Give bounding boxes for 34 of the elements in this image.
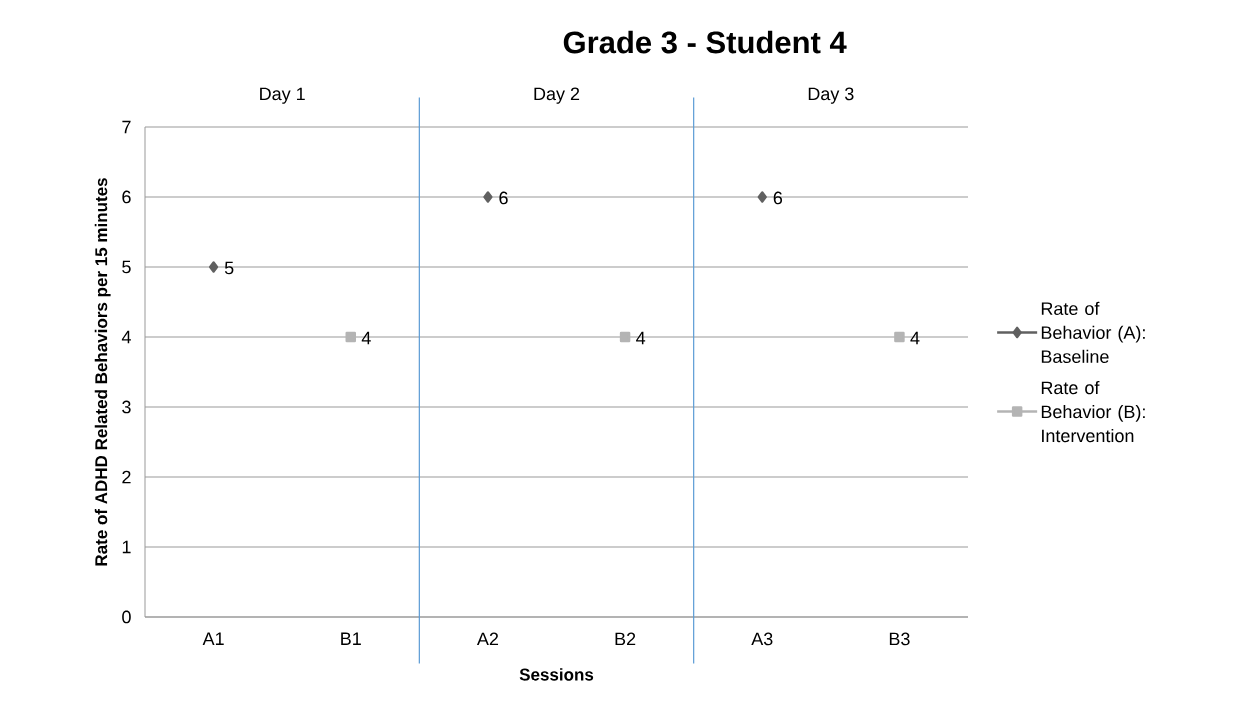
data-label: 4 — [636, 331, 646, 345]
point — [757, 191, 767, 203]
data-label: 5 — [224, 261, 234, 275]
x-tick-label: B2 — [615, 632, 636, 646]
x-tick-label: B3 — [889, 632, 910, 646]
x-tick-label: A2 — [476, 632, 499, 646]
y-tick-label: 0 — [122, 610, 131, 624]
y-tick-label: 1 — [122, 540, 131, 554]
point — [345, 331, 356, 343]
text: Day 2 — [534, 87, 580, 104]
text: Day 1 — [260, 87, 305, 104]
y-tick-label: 7 — [122, 120, 131, 134]
data-label: 4 — [910, 331, 920, 345]
legend-label: Rate of Behavior (A): Baseline — [1041, 301, 1145, 363]
y-tick-label: 6 — [122, 190, 131, 204]
chart-title: Grade 3 - Student 4 — [563, 30, 847, 54]
x-tick-label: B1 — [341, 632, 361, 645]
legend-label: Rate of Behavior (B): Intervention — [1041, 380, 1145, 443]
y-tick-label: 5 — [122, 260, 131, 274]
x-tick-label: A1 — [202, 632, 224, 645]
y-tick-label: 2 — [122, 470, 131, 484]
point — [619, 331, 631, 343]
point — [483, 191, 493, 203]
text: Day 3 — [808, 87, 854, 104]
x-axis-title: Sessions — [519, 668, 594, 681]
y-axis-title: Rate of ADHD Related Behaviors per 15 minutes — [94, 178, 111, 566]
data-label: 6 — [499, 191, 508, 205]
data-label: 6 — [773, 191, 783, 205]
point — [208, 261, 219, 273]
y-tick-label: 4 — [121, 330, 131, 344]
y-tick-label: 3 — [122, 400, 131, 414]
data-label: 4 — [361, 331, 371, 345]
point — [894, 331, 905, 343]
x-tick-label: A3 — [751, 632, 773, 646]
